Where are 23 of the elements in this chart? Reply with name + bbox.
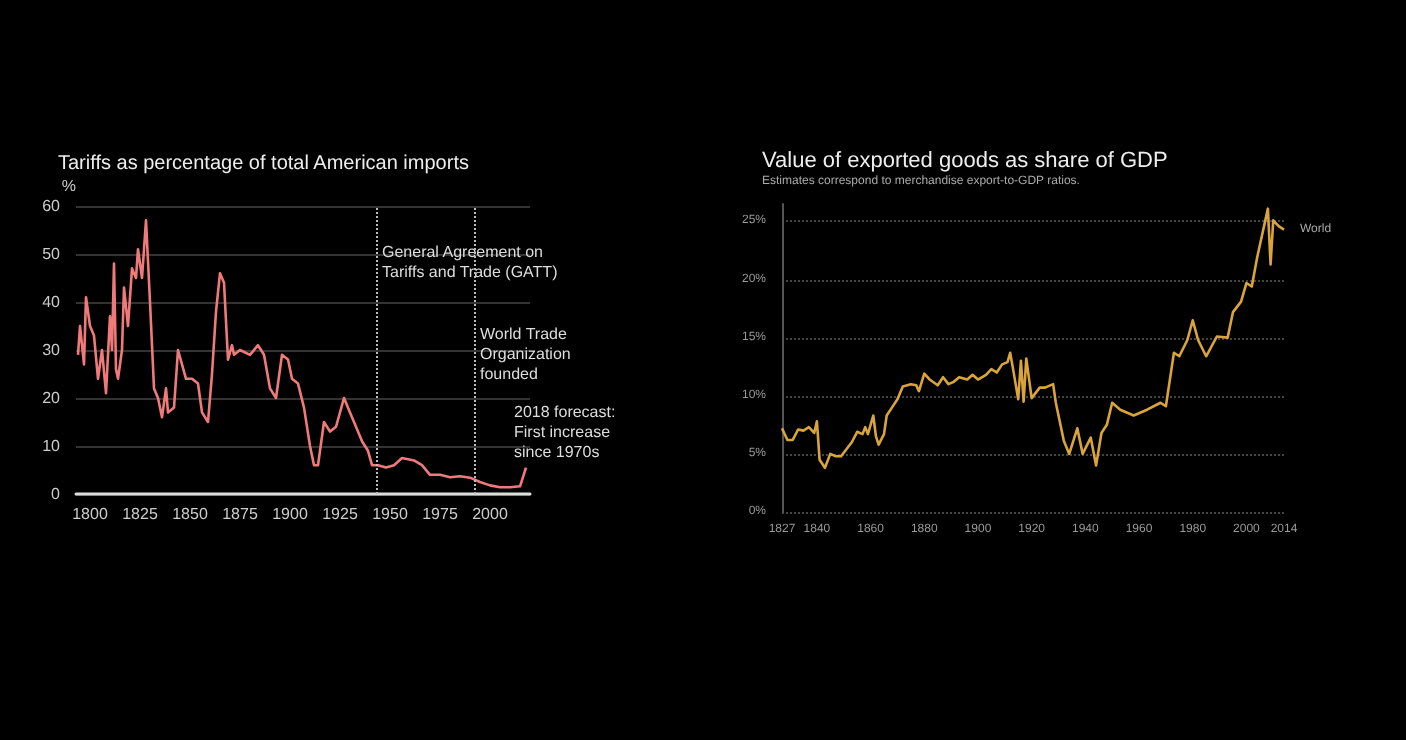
line-series bbox=[780, 207, 1286, 470]
x-tick-label: 1800 bbox=[72, 505, 109, 523]
chart-title: Tariffs as percentage of total American imports bbox=[58, 153, 469, 175]
x-tick-label: 1875 bbox=[222, 505, 259, 523]
x-tick-label: 1975 bbox=[422, 505, 459, 523]
y-axis-title: % bbox=[61, 177, 76, 195]
y-tick-label: 20 bbox=[42, 389, 62, 407]
y-tick-label: 60 bbox=[42, 197, 62, 215]
x-tick-label: 1900 bbox=[272, 505, 309, 523]
y-tick-label: 30 bbox=[42, 341, 62, 359]
x-tick-label: 1925 bbox=[322, 505, 359, 523]
x-tick-label: 1825 bbox=[122, 505, 159, 523]
y-tick-label: 0 bbox=[51, 485, 62, 503]
x-tick-label: 1950 bbox=[372, 505, 409, 523]
y-tick-label: 50 bbox=[42, 245, 62, 263]
x-tick-label: 1850 bbox=[172, 505, 209, 523]
annotation: 2018 forecast: First increase since 1970s bbox=[514, 402, 616, 461]
x-tick-label: 2000 bbox=[472, 505, 509, 523]
chart-title: Value of exported goods as share of GDP bbox=[762, 149, 1168, 173]
ref-line-label: World Trade Organization founded bbox=[480, 325, 571, 383]
ref-line-label: General Agreement on Tariffs and Trade (GATT) bbox=[382, 243, 559, 281]
y-tick-label: 40 bbox=[42, 293, 62, 311]
y-tick-label: 10 bbox=[42, 437, 62, 455]
